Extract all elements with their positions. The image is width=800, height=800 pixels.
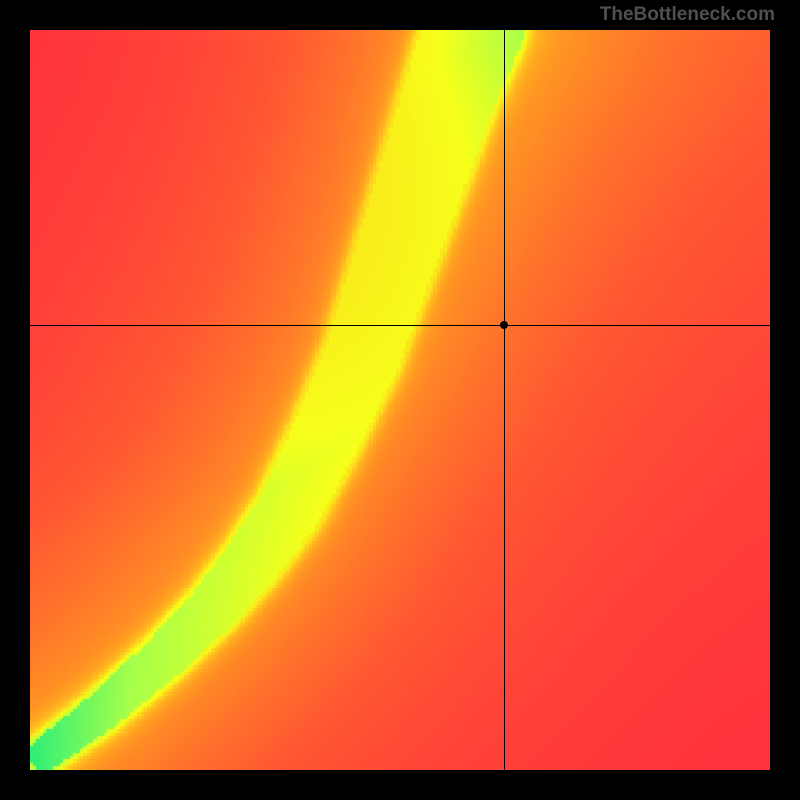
crosshair-marker — [500, 321, 508, 329]
heatmap-plot — [30, 30, 770, 770]
crosshair-horizontal — [30, 325, 770, 326]
crosshair-vertical — [504, 30, 505, 770]
attribution-text: TheBottleneck.com — [600, 4, 775, 26]
heatmap-canvas — [30, 30, 770, 770]
